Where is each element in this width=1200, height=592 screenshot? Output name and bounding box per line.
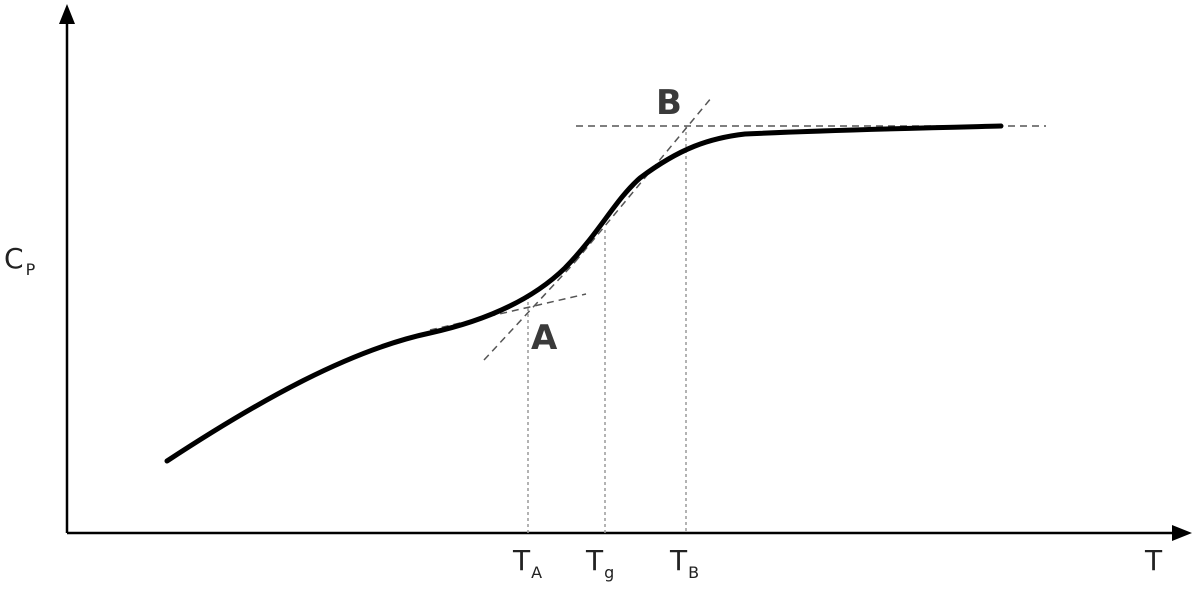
marker-label-tg-sub: g xyxy=(604,563,614,582)
marker-label-tb-main: T xyxy=(669,544,688,577)
tangent-transition-upper xyxy=(574,96,713,263)
marker-label-ta-main: T xyxy=(512,544,531,577)
x-axis-label: T xyxy=(1144,544,1163,577)
heat-capacity-curve xyxy=(164,123,1004,464)
marker-label-tb-sub: B xyxy=(688,563,699,582)
marker-label-tb: TB xyxy=(669,544,699,582)
marker-label-ta-sub: A xyxy=(531,563,542,582)
y-axis-label-sub: P xyxy=(26,260,36,279)
point-label-b: B xyxy=(656,83,682,123)
marker-label-tg-main: T xyxy=(585,544,604,577)
marker-label-ta: TA xyxy=(512,544,542,582)
y-axis-label-main: C xyxy=(4,242,24,275)
tangent-transition-lower xyxy=(483,261,576,361)
marker-label-tg: Tg xyxy=(585,544,614,582)
y-axis-arrowhead xyxy=(59,4,75,24)
x-axis-arrowhead xyxy=(1172,525,1192,541)
point-label-a: A xyxy=(531,318,558,358)
